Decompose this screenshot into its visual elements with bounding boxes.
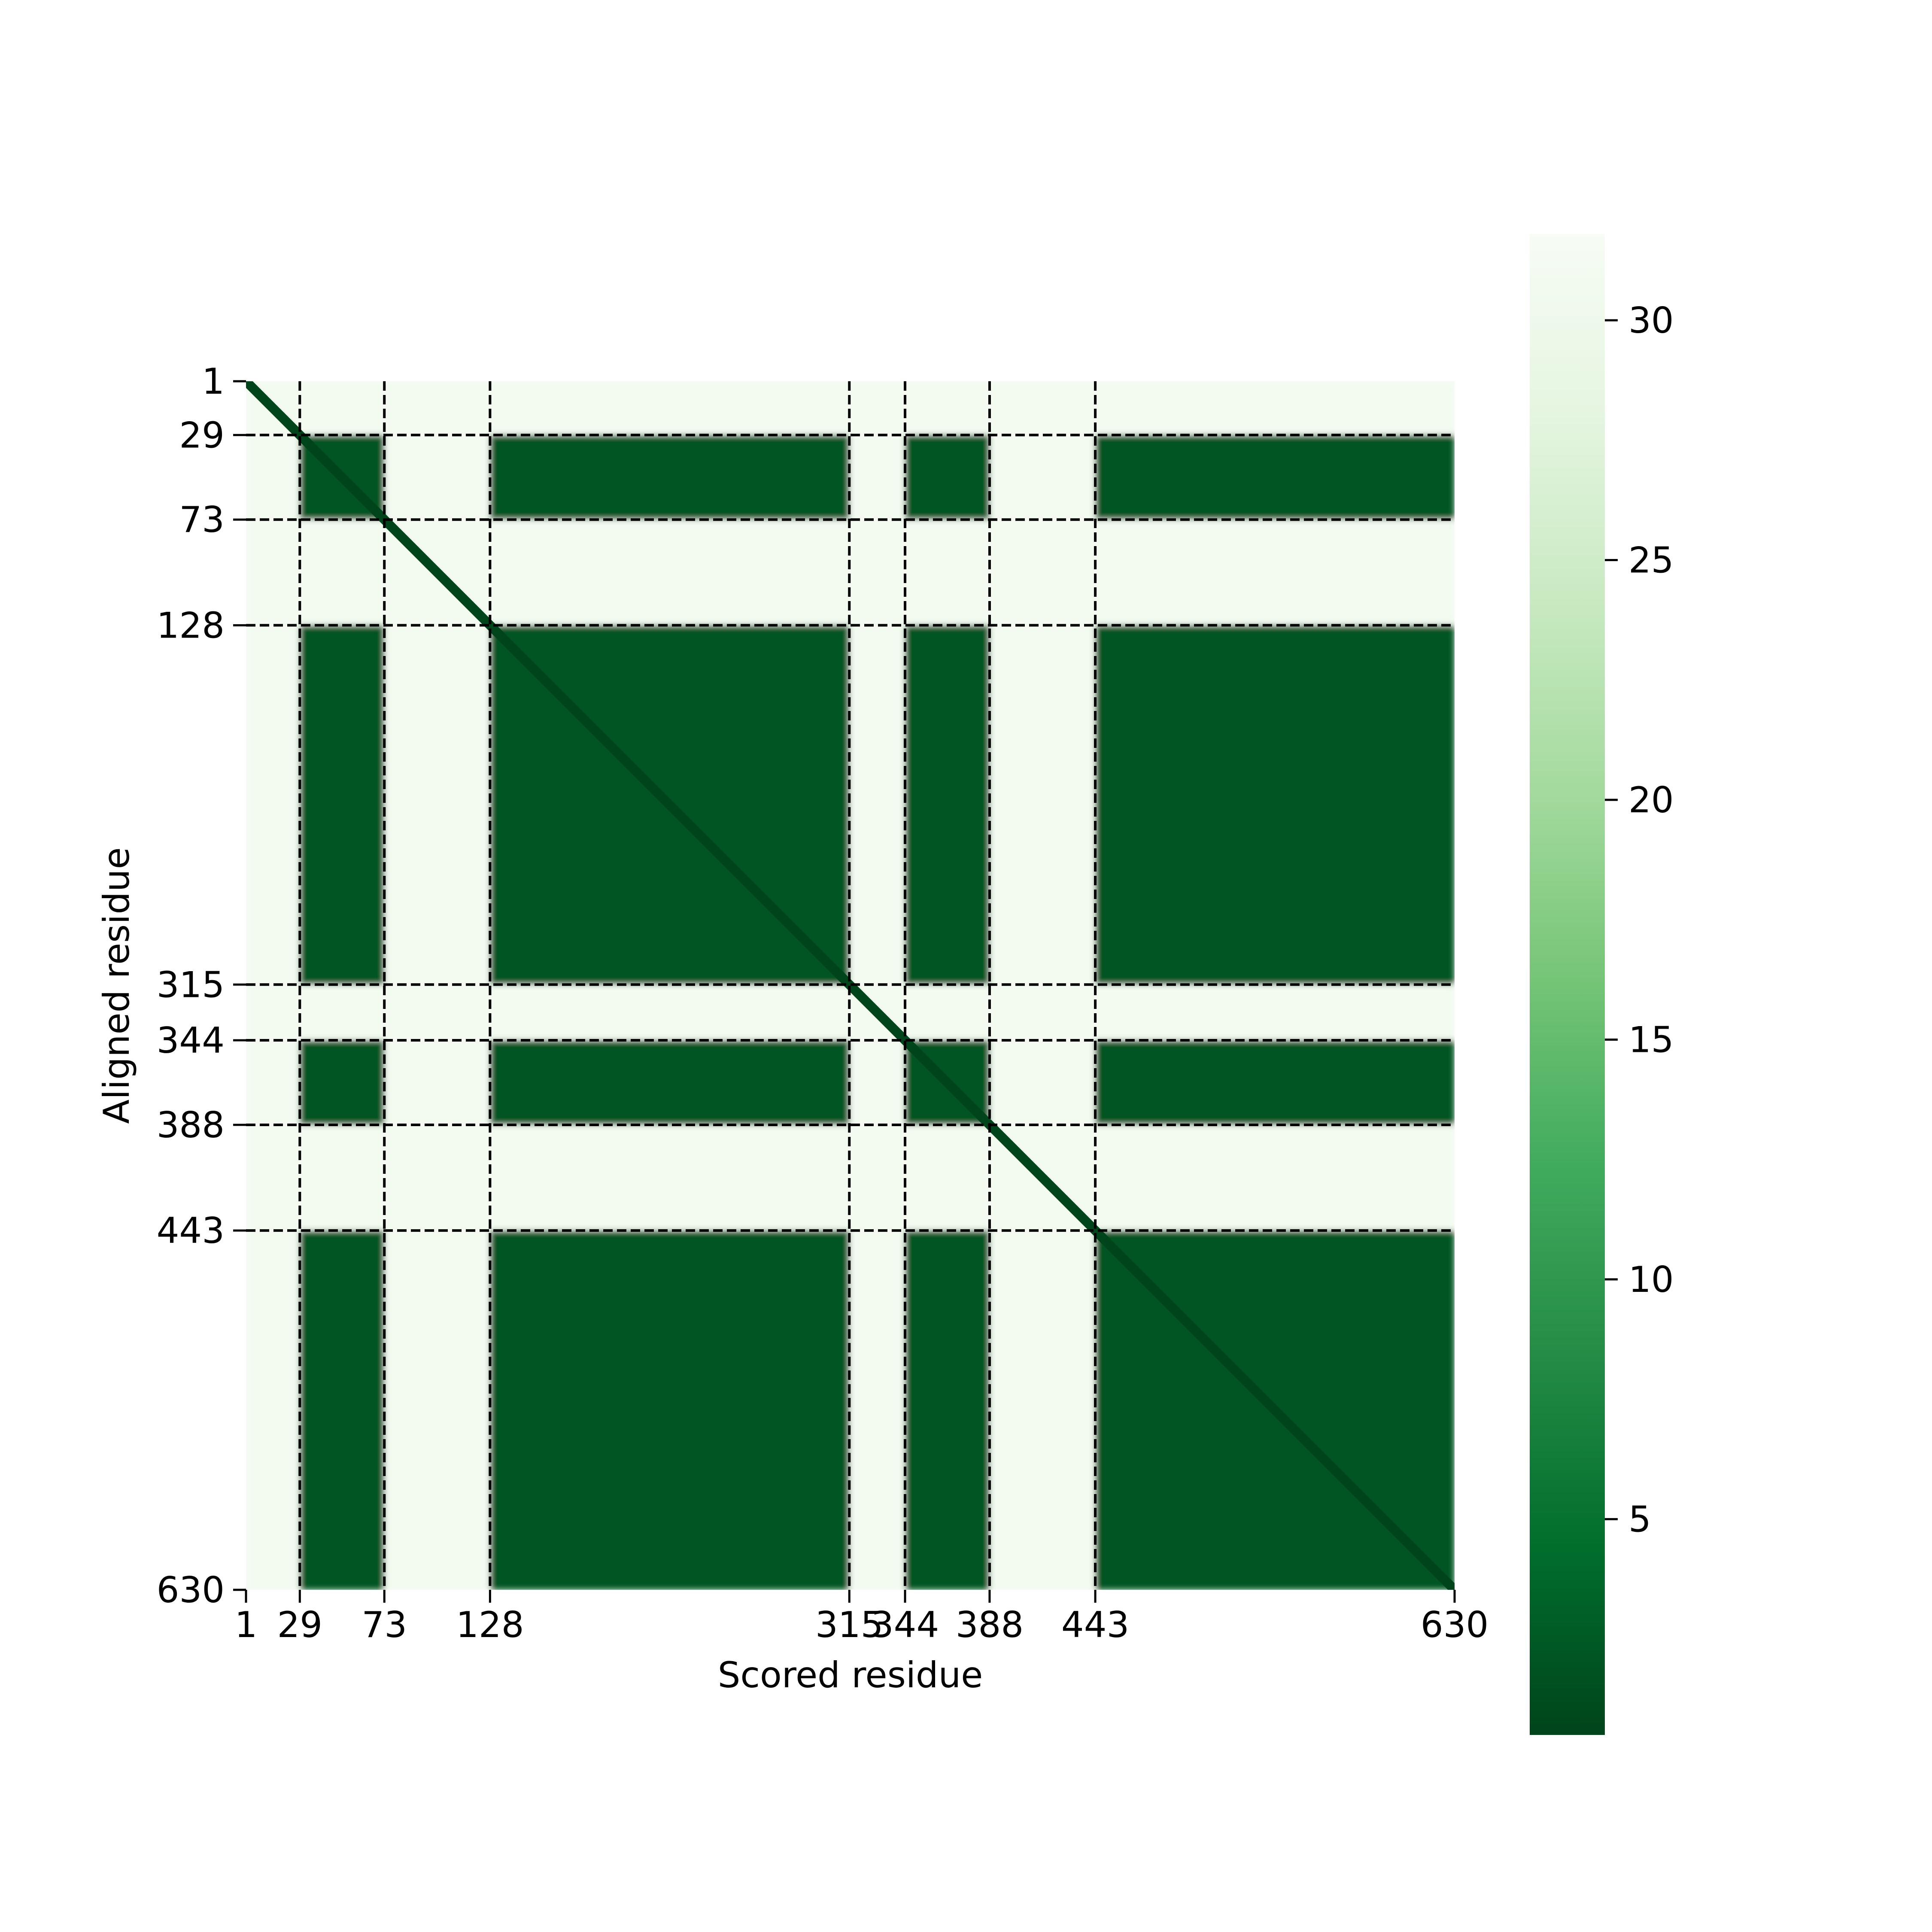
heatmap-cell <box>490 435 850 520</box>
heatmap-cell <box>1095 381 1455 435</box>
heatmap-cell <box>989 519 1096 626</box>
heatmap-cell <box>384 984 490 1041</box>
heatmap-cell <box>246 1230 300 1590</box>
colorbar: 5 10 15 20 25 30 <box>1530 234 1674 1735</box>
heatmap-cell <box>905 984 990 1041</box>
colorbar-tick-label: 5 <box>1628 1498 1651 1540</box>
heatmap-cell <box>300 381 385 435</box>
heatmap-cell <box>384 381 490 435</box>
heatmap-cell <box>490 1040 850 1125</box>
colorbar-tick-label: 25 <box>1628 540 1674 581</box>
heatmap-cell <box>905 625 990 985</box>
y-tick-label: 443 <box>157 1210 225 1252</box>
x-tick-label: 128 <box>456 1604 524 1646</box>
heatmap-cell <box>490 1124 850 1231</box>
heatmap-cell <box>490 519 850 626</box>
heatmap-cell <box>989 625 1096 985</box>
y-tick-label: 1 <box>202 361 225 402</box>
heatmap-cell <box>1095 435 1455 520</box>
diagonal-line <box>246 381 1455 1590</box>
heatmap-cell <box>989 381 1096 435</box>
colorbar-tick-label: 20 <box>1628 779 1674 821</box>
x-axis-label: Scored residue <box>718 1654 983 1696</box>
heatmap-cell <box>905 435 990 520</box>
x-tick-label: 388 <box>956 1604 1024 1646</box>
heatmap-cell <box>300 1124 385 1231</box>
heatmap-cell <box>384 1040 490 1125</box>
heatmap-cell <box>905 1124 990 1231</box>
x-tick-label: 443 <box>1061 1604 1129 1646</box>
heatmap-cell <box>1095 625 1455 985</box>
colorbar-tick-label: 15 <box>1628 1019 1674 1060</box>
colorbar-tick-label: 10 <box>1628 1259 1674 1300</box>
heatmap-cell <box>849 1124 905 1231</box>
heatmap-cell <box>300 984 385 1041</box>
y-tick-label: 315 <box>157 964 225 1005</box>
y-tick-label: 128 <box>157 605 225 646</box>
y-tick-label: 344 <box>157 1020 225 1061</box>
heatmap-cell <box>1095 1124 1455 1231</box>
heatmap-cell <box>989 1230 1096 1590</box>
heatmap-cell <box>246 519 300 626</box>
heatmap-cell <box>849 1040 905 1125</box>
heatmap-area <box>246 381 1455 1590</box>
heatmap-cell <box>384 1124 490 1231</box>
heatmap-cell <box>246 1124 300 1231</box>
y-tick-label: 73 <box>179 499 225 541</box>
heatmap-cell <box>490 984 850 1041</box>
y-tick-label: 630 <box>157 1569 225 1611</box>
heatmap-cell <box>849 1230 905 1590</box>
heatmap-cell <box>905 519 990 626</box>
y-axis: 1 29 73 128 315 344 388 443 630 Aligned residue <box>96 361 246 1611</box>
colorbar-gradient <box>1530 234 1605 1735</box>
colorbar-tick-label: 30 <box>1628 300 1674 341</box>
heatmap-cell <box>300 625 385 985</box>
heatmap-cell <box>1095 984 1455 1041</box>
heatmap-cell <box>300 519 385 626</box>
heatmap-cell <box>905 381 990 435</box>
heatmap-cell <box>490 381 850 435</box>
y-tick-label: 29 <box>179 414 225 456</box>
heatmap-cell <box>1095 1040 1455 1125</box>
heatmap-cell <box>989 1040 1096 1125</box>
heatmap-cell <box>849 435 905 520</box>
y-axis-label: Aligned residue <box>96 847 137 1124</box>
heatmap-cell <box>246 984 300 1041</box>
heatmap-cell <box>246 435 300 520</box>
heatmap-cell <box>384 1230 490 1590</box>
heatmap-cell <box>300 1230 385 1590</box>
x-tick-label: 344 <box>871 1604 939 1646</box>
y-tick-label: 388 <box>157 1104 225 1146</box>
x-tick-label: 73 <box>361 1604 407 1646</box>
heatmap-cell <box>246 625 300 985</box>
heatmap-cell <box>849 625 905 985</box>
heatmap-cell <box>1095 519 1455 626</box>
heatmap-cell <box>849 519 905 626</box>
heatmap-cell <box>989 984 1096 1041</box>
heatmap-cell <box>300 1040 385 1125</box>
heatmap-cell <box>989 435 1096 520</box>
x-tick-label: 315 <box>815 1604 883 1646</box>
x-tick-label: 1 <box>235 1604 258 1646</box>
x-tick-label: 29 <box>277 1604 322 1646</box>
heatmap-cell <box>849 381 905 435</box>
heatmap-cell <box>490 1230 850 1590</box>
x-tick-label: 630 <box>1421 1604 1488 1646</box>
heatmap-cell <box>384 625 490 985</box>
heatmap-cell <box>905 1230 990 1590</box>
heatmap-cell <box>384 435 490 520</box>
heatmap-cell <box>246 1040 300 1125</box>
